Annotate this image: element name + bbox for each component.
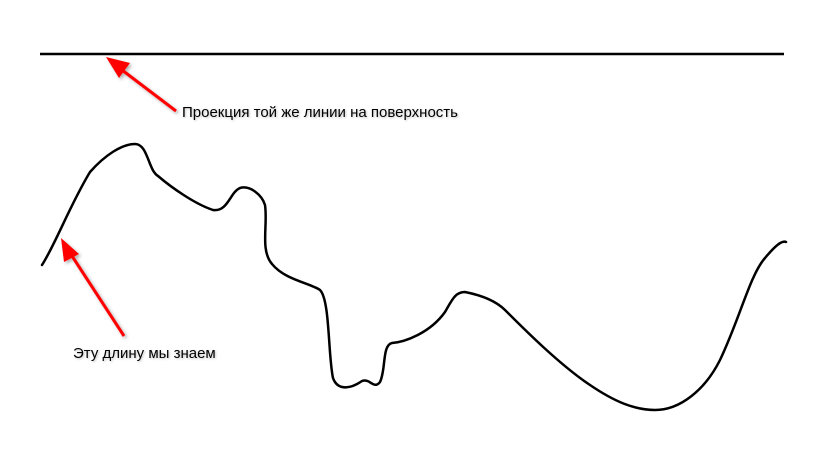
curved-line — [40, 142, 788, 412]
curve-arrow — [61, 238, 126, 337]
projection-label: Проекция той же линии на поверхность — [182, 104, 458, 121]
projection-arrow — [106, 57, 177, 113]
curve-length-label: Эту длину мы знаем — [73, 345, 216, 362]
